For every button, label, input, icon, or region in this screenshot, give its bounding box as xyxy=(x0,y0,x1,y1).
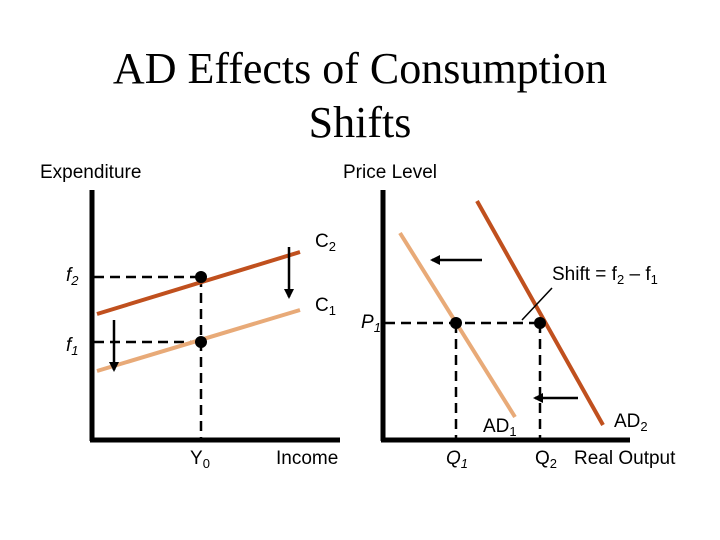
c2-label: C2 xyxy=(315,231,336,254)
right-guides xyxy=(385,321,542,438)
right-axes xyxy=(380,190,630,443)
ad2-equilibrium-point xyxy=(534,317,546,329)
shift-pointer xyxy=(521,287,553,321)
y0-label: Y0 xyxy=(190,448,210,471)
c2-line xyxy=(96,250,301,316)
expenditure-axis-label: Expenditure xyxy=(40,162,142,183)
f2-point xyxy=(195,271,207,283)
title-line-2: Shifts xyxy=(308,98,412,147)
p1-label: P1 xyxy=(361,312,381,335)
f1-point xyxy=(195,336,207,348)
shift-label: Shift = f2 – f1 xyxy=(552,264,658,287)
f2-label: f2 xyxy=(66,265,79,288)
q2-label: Q2 xyxy=(535,448,558,471)
slide-title: AD Effects of Consumption Shifts xyxy=(0,42,720,150)
left-guides xyxy=(94,275,203,438)
f1-label: f1 xyxy=(66,335,79,358)
q1-label: Q1 xyxy=(446,448,469,471)
left-axes xyxy=(89,190,340,443)
real-output-axis-label: Real Output xyxy=(574,448,676,469)
c1-label: C1 xyxy=(315,295,336,318)
ad1-equilibrium-point xyxy=(450,317,462,329)
title-line-1: AD Effects of Consumption xyxy=(112,44,608,93)
price-level-axis-label: Price Level xyxy=(343,162,437,183)
ad2-curve xyxy=(475,200,605,426)
ad2-label: AD2 xyxy=(614,411,648,434)
income-axis-label: Income xyxy=(276,448,339,469)
ad1-label: AD1 xyxy=(483,416,517,439)
